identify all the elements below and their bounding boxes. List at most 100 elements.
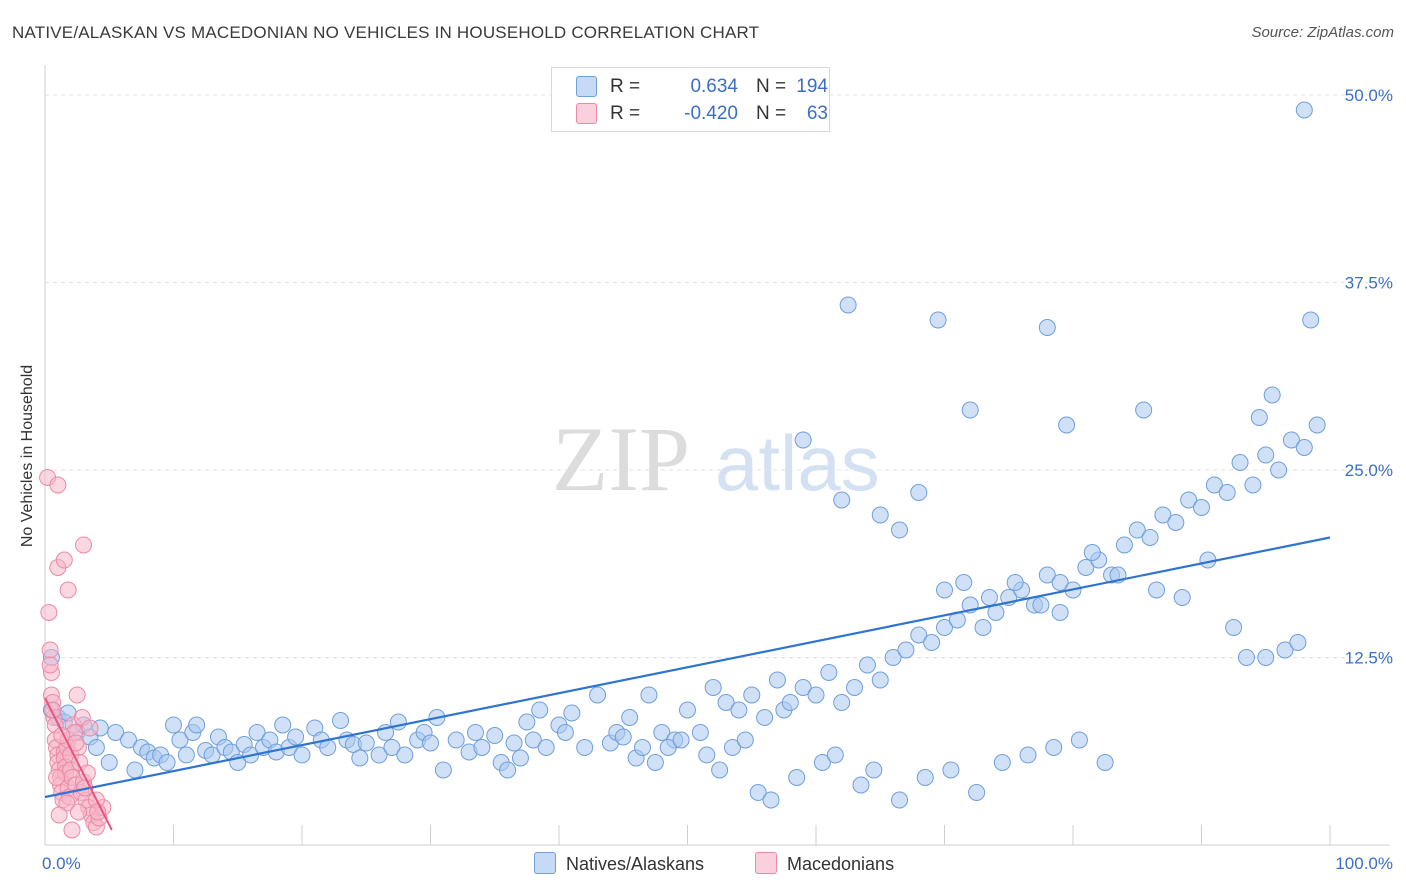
native-point xyxy=(858,656,876,674)
native-point xyxy=(1302,311,1320,329)
native-point xyxy=(936,619,953,636)
watermark-zip: ZIP xyxy=(552,408,690,510)
native-point xyxy=(531,701,549,719)
native-point xyxy=(929,311,947,329)
native-point xyxy=(698,746,716,764)
legend-macedonians-label: Macedonians xyxy=(787,854,895,874)
native-point xyxy=(1038,566,1056,584)
native-point xyxy=(1276,641,1294,659)
native-point xyxy=(1128,521,1146,539)
native-point xyxy=(447,731,465,749)
y-tick-label: 12.5% xyxy=(1345,649,1393,668)
native-point xyxy=(614,728,632,746)
native-point xyxy=(723,739,741,756)
legend-n-label: N = xyxy=(756,103,787,124)
legend-macedonians-swatch xyxy=(755,852,777,874)
native-point xyxy=(524,731,542,749)
legend-r-label: R = xyxy=(610,76,641,97)
native-point xyxy=(1244,476,1262,494)
series-natives-alaskans xyxy=(42,101,1326,809)
legend-swatch-pink xyxy=(576,103,597,124)
native-point xyxy=(107,724,125,741)
native-point xyxy=(762,791,780,809)
native-point xyxy=(846,679,864,696)
legend-swatch-blue xyxy=(576,76,597,97)
native-point xyxy=(1193,499,1210,516)
native-point xyxy=(980,589,998,606)
native-point xyxy=(711,761,729,779)
native-point xyxy=(897,641,915,659)
native-point xyxy=(332,712,350,729)
native-point xyxy=(1148,581,1166,599)
native-point xyxy=(679,701,696,719)
legend-r-value: -0.420 xyxy=(684,103,738,124)
native-point xyxy=(826,746,844,764)
native-point xyxy=(891,791,909,809)
native-point xyxy=(910,484,928,501)
native-point xyxy=(839,296,857,314)
native-point xyxy=(910,626,928,644)
native-point xyxy=(768,671,786,689)
native-point xyxy=(871,671,889,689)
native-point xyxy=(756,709,774,726)
native-point xyxy=(422,734,439,752)
legend-r-value: 0.634 xyxy=(690,76,738,97)
native-point xyxy=(820,664,838,681)
native-point xyxy=(1051,574,1069,591)
native-point xyxy=(177,746,195,764)
native-point xyxy=(974,619,992,636)
native-point xyxy=(1083,544,1101,561)
native-point xyxy=(1270,461,1288,479)
native-point xyxy=(813,754,831,771)
native-point xyxy=(968,784,986,801)
native-point xyxy=(646,754,664,771)
correlation-legend: R = 0.634 N = 194 R = -0.420 N = 63 xyxy=(551,67,830,132)
native-point xyxy=(781,694,799,711)
native-point xyxy=(653,724,671,741)
native-point xyxy=(794,431,812,449)
native-point xyxy=(1032,596,1050,614)
native-point xyxy=(1282,431,1300,449)
native-point xyxy=(891,521,909,539)
macedonian-point xyxy=(81,719,99,737)
native-point xyxy=(1115,536,1133,554)
chart-title: NATIVE/ALASKAN VS MACEDONIAN NO VEHICLES… xyxy=(12,23,760,42)
macedonian-point xyxy=(63,821,81,839)
macedonian-point xyxy=(48,769,66,786)
macedonian-point xyxy=(50,806,68,824)
native-point xyxy=(1135,401,1153,419)
macedonian-point xyxy=(44,701,62,719)
native-point xyxy=(1225,619,1243,636)
native-point xyxy=(537,739,555,756)
native-point xyxy=(87,739,105,756)
legend-macedonians: Macedonians xyxy=(755,852,894,875)
native-point xyxy=(505,734,523,752)
native-point xyxy=(1263,386,1281,404)
trend-lines xyxy=(44,536,1331,831)
native-point xyxy=(126,761,144,779)
legend-n-label: N = xyxy=(756,76,787,97)
native-point xyxy=(1180,491,1198,509)
x-tick-label-max: 100.0% xyxy=(1335,854,1393,873)
native-point xyxy=(1006,574,1024,591)
native-point xyxy=(1295,101,1313,119)
native-point xyxy=(396,746,414,764)
legend-n-value: 63 xyxy=(806,103,828,124)
native-point xyxy=(248,724,266,741)
native-point xyxy=(1231,454,1249,471)
macedonian-point xyxy=(69,803,87,821)
native-point xyxy=(511,749,529,767)
native-point xyxy=(188,716,206,734)
macedonian-point xyxy=(75,536,93,554)
macedonian-point xyxy=(41,656,59,674)
macedonian-point xyxy=(40,604,58,621)
native-point xyxy=(100,754,118,771)
native-point xyxy=(434,761,452,779)
native-point xyxy=(621,709,639,726)
native-point xyxy=(672,731,690,749)
native-point xyxy=(158,754,176,771)
series-macedonians xyxy=(39,469,112,839)
macedonian-point xyxy=(78,764,96,782)
native-point xyxy=(1045,739,1063,756)
